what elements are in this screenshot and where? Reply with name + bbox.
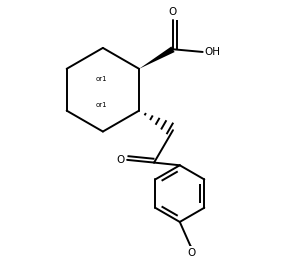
Text: O: O — [116, 155, 124, 165]
Polygon shape — [139, 46, 175, 69]
Text: or1: or1 — [96, 76, 107, 82]
Text: O: O — [188, 248, 196, 257]
Text: OH: OH — [204, 47, 220, 57]
Text: O: O — [169, 7, 177, 17]
Text: or1: or1 — [96, 102, 107, 108]
